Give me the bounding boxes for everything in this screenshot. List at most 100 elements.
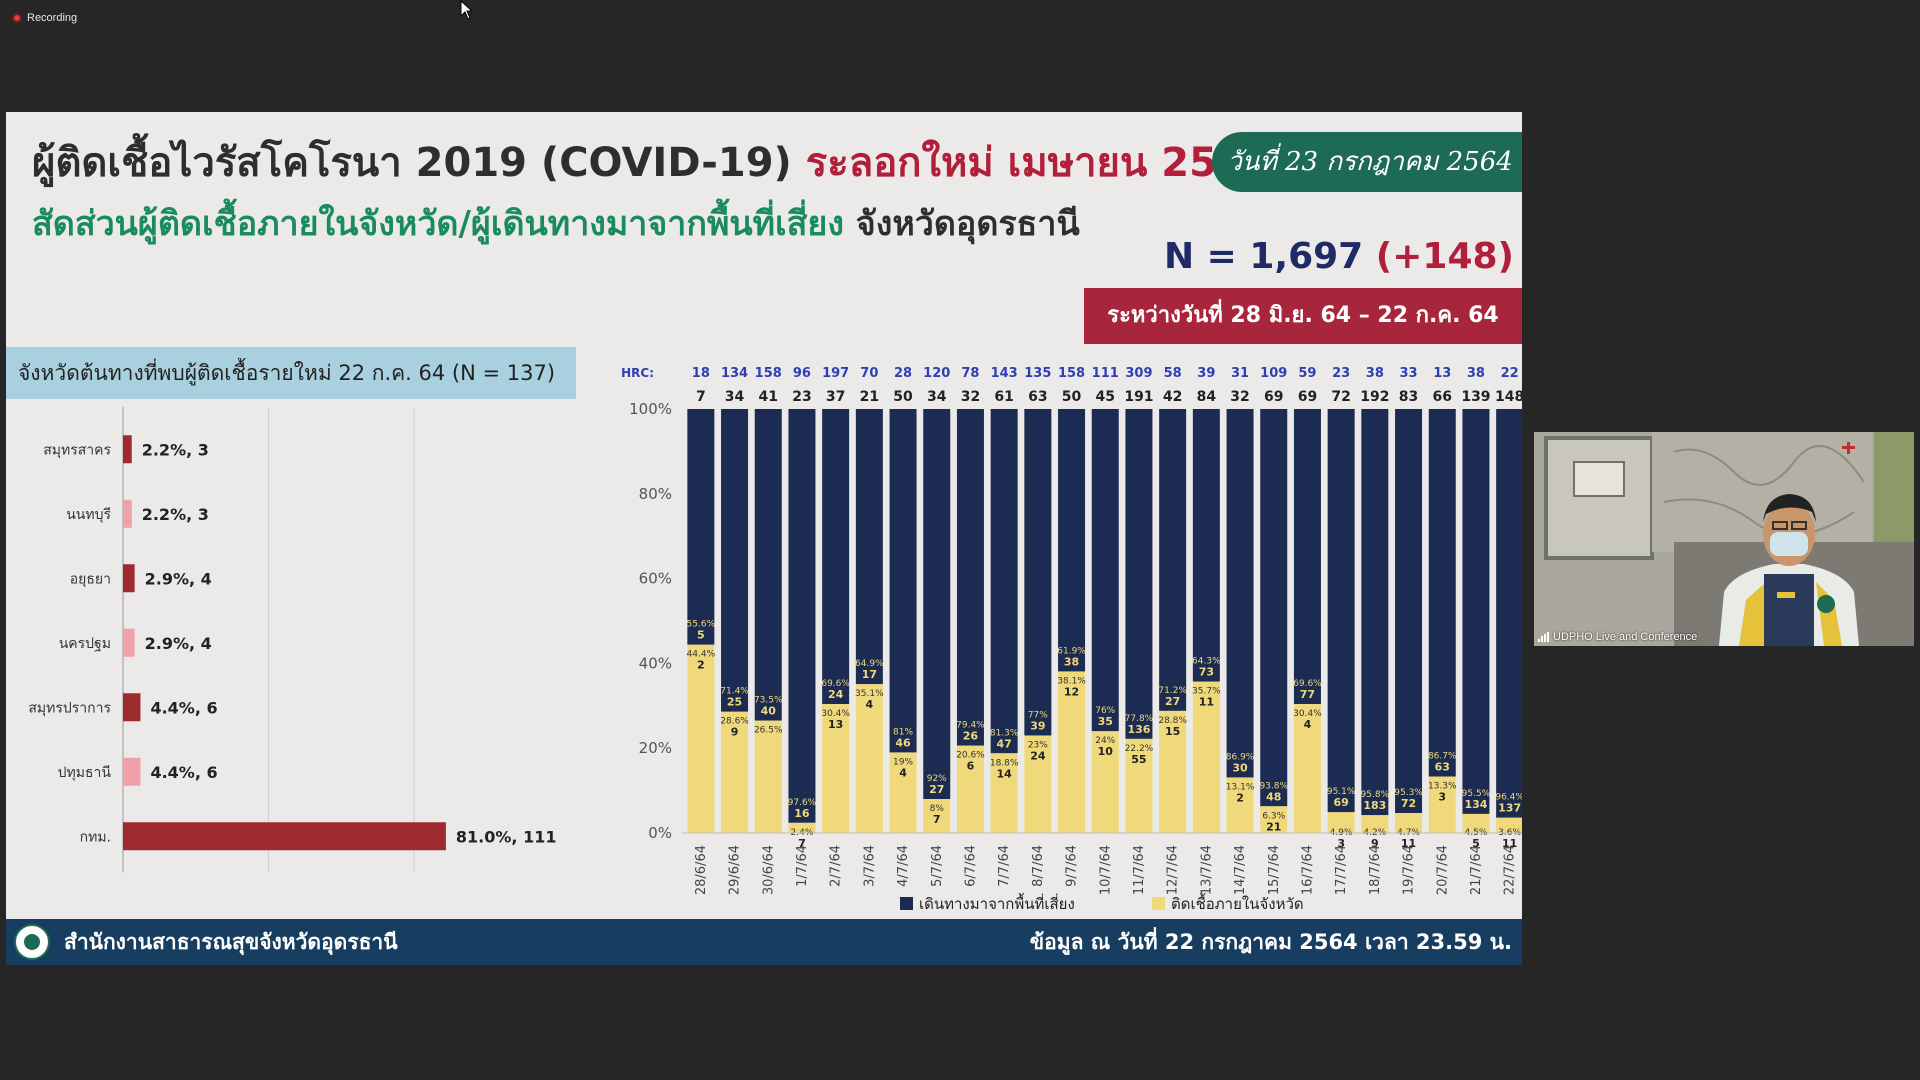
total-value: 148 xyxy=(1495,389,1522,405)
segment-percent-label: 71.2% xyxy=(1158,686,1187,696)
bar-segment-travel xyxy=(1462,409,1490,814)
total-value: 32 xyxy=(961,389,980,405)
bar-segment-travel xyxy=(1159,409,1187,711)
segment-percent-label: 35.1% xyxy=(855,689,884,699)
total-value: 32 xyxy=(1230,389,1249,405)
total-value: 139 xyxy=(1461,389,1490,405)
segment-percent-label: 81.3% xyxy=(990,728,1019,738)
footer-data-timestamp: ข้อมูล ณ วันที่ 22 กรกฎาคม 2564 เวลา 23.… xyxy=(1029,930,1512,954)
bar-segment-travel xyxy=(1260,409,1288,807)
slide-footer: สำนักงานสาธารณสุขจังหวัดอุดรธานี ข้อมูล … xyxy=(6,919,1522,965)
subtitle-province: จังหวัดอุดรธานี xyxy=(855,204,1080,244)
bar-segment-local xyxy=(1159,710,1187,833)
bar-segment-local xyxy=(1260,806,1288,833)
segment-count-label: 73 xyxy=(1199,666,1214,679)
bar-segment-local xyxy=(1428,776,1456,833)
bar-segment-travel xyxy=(1192,409,1220,682)
hrc-value: 78 xyxy=(961,366,979,381)
total-value: 191 xyxy=(1124,389,1153,405)
total-value: 34 xyxy=(725,389,745,405)
bar xyxy=(123,499,132,528)
segment-count-label: 11 xyxy=(1401,837,1416,850)
y-tick-label: 0% xyxy=(648,824,672,842)
data-label: 2.2%, 3 xyxy=(142,505,209,524)
bar-segment-travel xyxy=(1327,409,1355,813)
x-tick-label: 13/7/64 xyxy=(1199,845,1214,895)
segment-count-label: 24 xyxy=(1030,749,1046,762)
bar-segment-travel xyxy=(923,409,951,800)
bar-segment-local xyxy=(1024,735,1052,833)
segment-percent-label: 19% xyxy=(893,757,913,767)
total-value: 63 xyxy=(1028,389,1047,405)
segment-count-label: 11 xyxy=(1502,837,1517,850)
segment-count-label: 7 xyxy=(798,837,806,850)
segment-percent-label: 64.3% xyxy=(1192,657,1221,667)
total-value: 69 xyxy=(1298,389,1317,405)
bar xyxy=(123,822,446,851)
segment-count-label: 137 xyxy=(1498,802,1521,815)
bar-segment-local xyxy=(721,711,749,833)
hrc-value: 309 xyxy=(1125,366,1152,381)
segment-count-label: 27 xyxy=(1165,695,1180,708)
segment-count-label: 21 xyxy=(1266,820,1281,833)
hrc-value: 70 xyxy=(860,366,878,381)
bar xyxy=(123,564,135,593)
bar-segment-travel xyxy=(721,409,749,712)
x-tick-label: 30/6/64 xyxy=(761,845,776,895)
bar-segment-local xyxy=(822,704,850,833)
segment-percent-label: 77.8% xyxy=(1125,714,1154,724)
segment-count-label: 4 xyxy=(1304,718,1312,731)
bar-segment-local xyxy=(687,644,715,833)
segment-percent-label: 69.6% xyxy=(821,679,850,689)
segment-count-label: 30 xyxy=(1232,761,1248,774)
bar-segment-local xyxy=(754,720,782,833)
x-tick-label: 28/6/64 xyxy=(694,845,709,895)
segment-percent-label: 24% xyxy=(1095,736,1115,746)
segment-count-label: 48 xyxy=(1266,790,1281,803)
participant-name: UDPHO Live and Conference xyxy=(1553,631,1698,643)
data-label: 4.4%, 6 xyxy=(150,763,217,782)
bar-segment-travel xyxy=(1428,409,1456,777)
x-tick-label: 11/7/64 xyxy=(1132,845,1147,895)
total-value: 21 xyxy=(860,389,879,405)
segment-count-label: 11 xyxy=(1199,696,1214,709)
left-chart-title: จังหวัดต้นทางที่พบผู้ติดเชื้อรายใหม่ 22 … xyxy=(6,347,576,399)
bar-segment-local xyxy=(1226,777,1254,833)
bar-segment-travel xyxy=(855,409,883,685)
segment-count-label: 3 xyxy=(1337,837,1345,850)
segment-count-label: 5 xyxy=(697,629,705,642)
segment-percent-label: 13.1% xyxy=(1226,782,1255,792)
segment-percent-label: 81% xyxy=(893,727,913,737)
segment-percent-label: 95.8% xyxy=(1361,790,1390,800)
hrc-value: 197 xyxy=(822,366,849,381)
y-tick-label: 60% xyxy=(639,570,672,588)
hrc-value: 38 xyxy=(1366,366,1384,381)
total-value: 66 xyxy=(1433,389,1452,405)
bar-segment-travel xyxy=(1496,409,1522,818)
segment-count-label: 55 xyxy=(1131,753,1146,766)
y-tick-label: 40% xyxy=(639,654,672,672)
hrc-value: 38 xyxy=(1467,366,1485,381)
bar-segment-travel xyxy=(1125,409,1153,739)
category-label: ปทุมธานี xyxy=(58,765,112,781)
y-tick-label: 80% xyxy=(639,485,672,503)
total-value: 23 xyxy=(792,389,811,405)
x-tick-label: 10/7/64 xyxy=(1098,845,1113,895)
category-label: นครปฐม xyxy=(59,636,111,652)
segment-percent-label: 30.4% xyxy=(1293,709,1322,719)
segment-count-label: 4 xyxy=(866,698,874,711)
legend-swatch-travel xyxy=(900,897,913,910)
hrc-value: 28 xyxy=(894,366,912,381)
segment-percent-label: 28.6% xyxy=(720,717,749,727)
bar-segment-travel xyxy=(687,409,715,645)
video-tile[interactable]: UDPHO Live and Conference xyxy=(1534,432,1914,646)
total-value: 37 xyxy=(826,389,845,405)
hrc-value: 23 xyxy=(1332,366,1350,381)
period-banner: ระหว่างวันที่ 28 มิ.ย. 64 – 22 ก.ค. 64 xyxy=(1084,288,1522,344)
bar-segment-local xyxy=(788,822,816,833)
mouse-pointer-icon xyxy=(460,0,474,20)
segment-count-label: 69 xyxy=(1333,796,1348,809)
case-proportion-chart: 0%20%40%60%80%100%HRC: 18755.6%544.4%228/… xyxy=(621,366,1522,913)
x-tick-label: 12/7/64 xyxy=(1166,845,1181,895)
